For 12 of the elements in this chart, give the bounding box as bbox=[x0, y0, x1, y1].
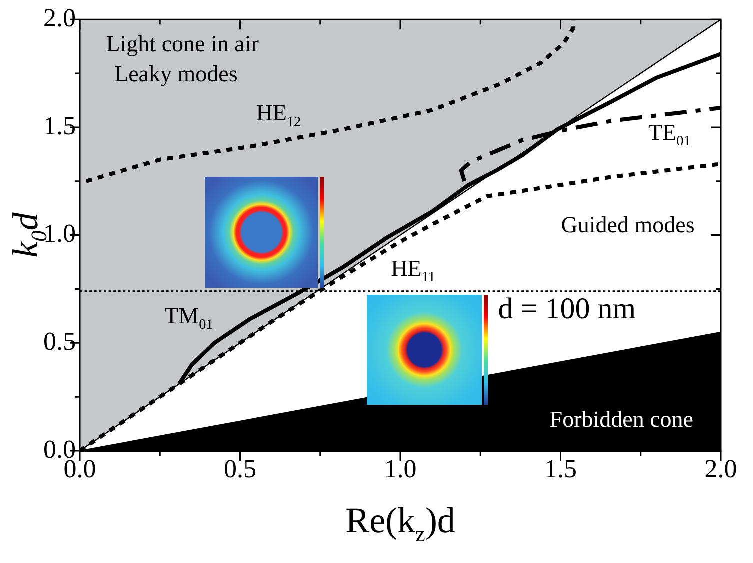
x-tick-label: 2.0 bbox=[704, 454, 738, 484]
annotation: Leaky modes bbox=[114, 62, 238, 87]
y-tick-label: 2.0 bbox=[44, 3, 76, 32]
y-tick-label: 0.5 bbox=[44, 326, 76, 356]
x-tick-label: 1.0 bbox=[384, 454, 417, 484]
annotation: Light cone in air bbox=[106, 32, 260, 57]
x-tick-label: 0.5 bbox=[224, 454, 256, 484]
annotation: d = 100 nm bbox=[498, 292, 636, 326]
x-tick-label: 1.5 bbox=[544, 454, 577, 484]
annotation: Forbidden cone bbox=[550, 406, 694, 432]
annotation: Guided modes bbox=[561, 212, 695, 238]
y-tick-label: 1.5 bbox=[44, 111, 76, 140]
